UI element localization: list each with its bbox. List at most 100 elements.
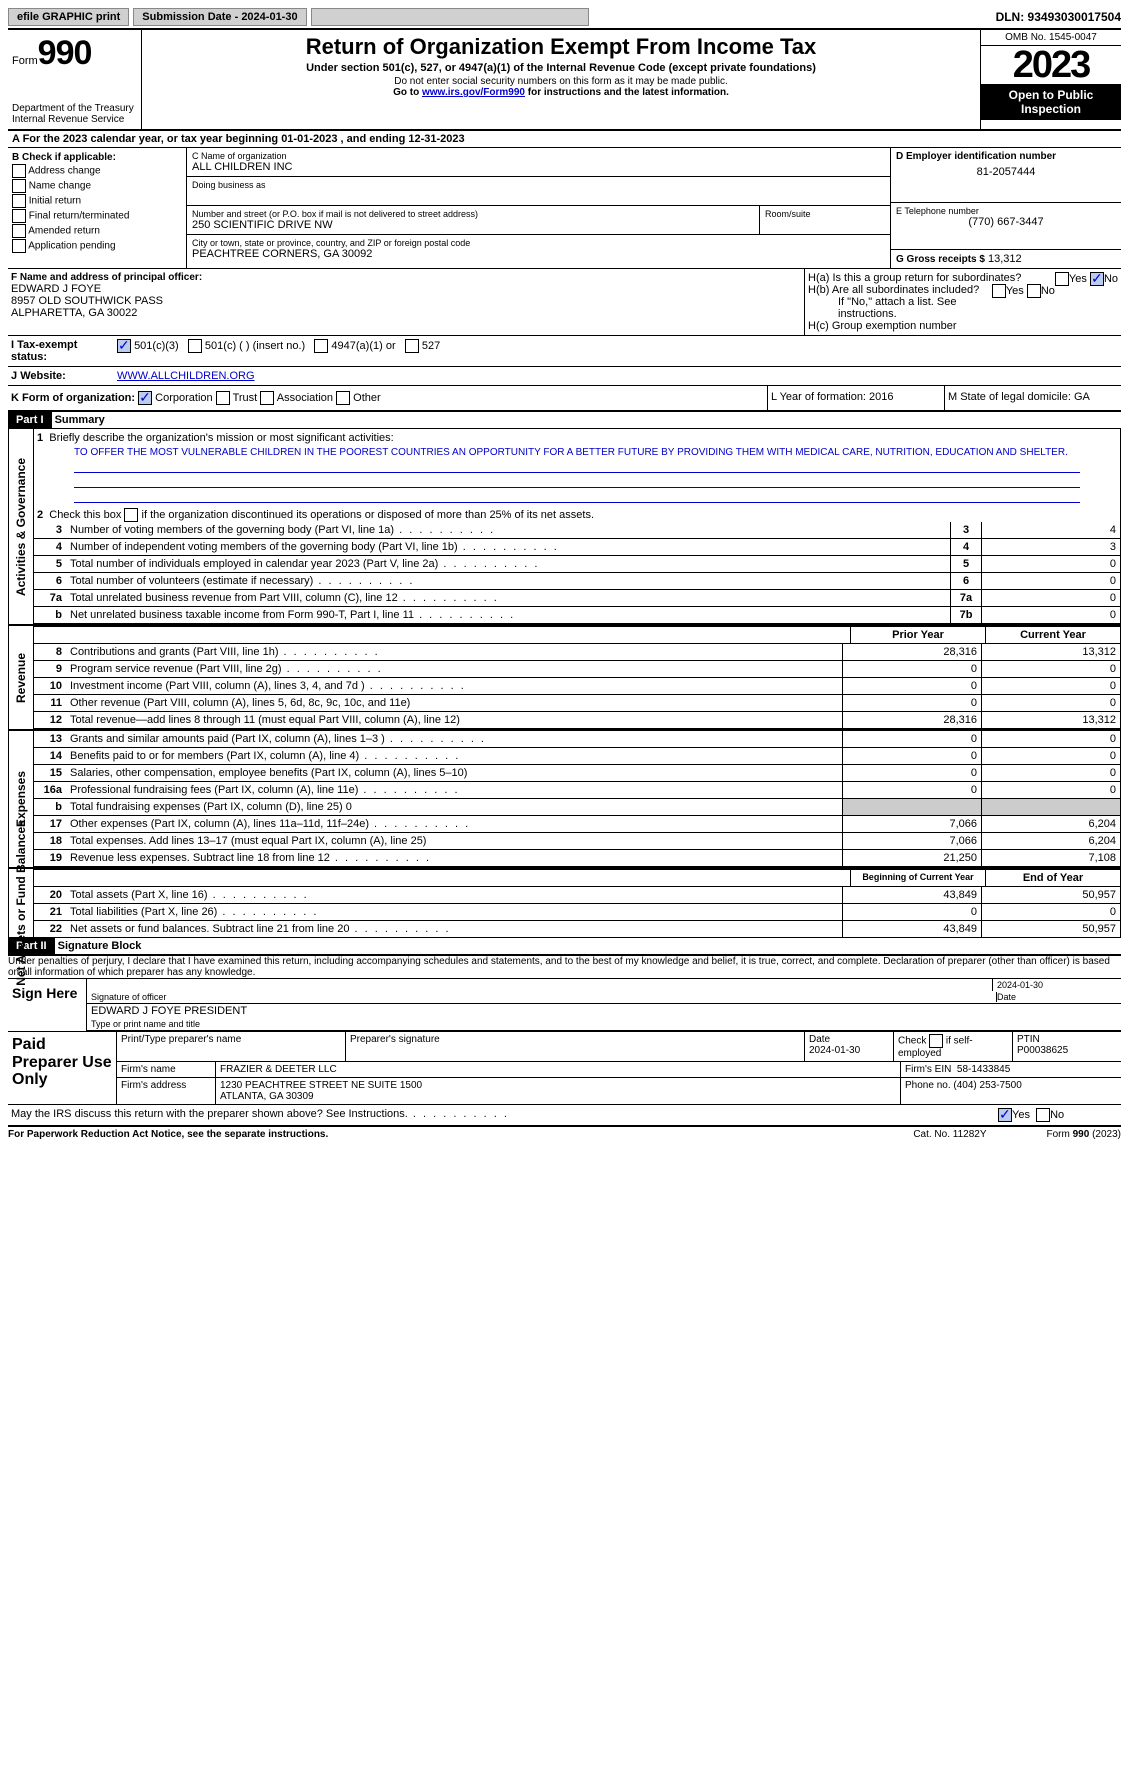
c16a: 0	[981, 782, 1120, 798]
form-header: Form990 Department of the Treasury Inter…	[8, 28, 1121, 131]
discuss-text: May the IRS discuss this return with the…	[11, 1108, 998, 1122]
l14: Benefits paid to or for members (Part IX…	[66, 748, 842, 764]
date-lbl: Date	[996, 992, 1117, 1002]
c21: 0	[981, 904, 1120, 920]
paid-preparer-label: Paid Preparer Use Only	[8, 1032, 116, 1104]
l16a: Professional fundraising fees (Part IX, …	[66, 782, 842, 798]
side-activities: Activities & Governance	[14, 457, 28, 595]
row-a-period: A For the 2023 calendar year, or tax yea…	[8, 131, 1121, 148]
section-net-assets: Net Assets or Fund Balances Beginning of…	[8, 869, 1121, 938]
mission-text: TO OFFER THE MOST VULNERABLE CHILDREN IN…	[34, 447, 1120, 458]
prep-date: 2024-01-30	[809, 1045, 860, 1056]
form-number: Form990	[12, 34, 137, 73]
l13: Grants and similar amounts paid (Part IX…	[66, 731, 842, 747]
officer-printed: EDWARD J FOYE PRESIDENT	[87, 1004, 1121, 1018]
phone-value: (770) 667-3447	[896, 216, 1116, 228]
col-c-org: C Name of organization ALL CHILDREN INC …	[187, 148, 890, 268]
cb-initial-return[interactable]: Initial return	[12, 194, 182, 208]
p16b-grey	[842, 799, 981, 815]
officer-addr2: ALPHARETTA, GA 30022	[11, 307, 801, 319]
p11: 0	[842, 695, 981, 711]
form-subtitle: Under section 501(c), 527, or 4947(a)(1)…	[146, 62, 976, 74]
v6: 0	[981, 573, 1120, 589]
org-name: ALL CHILDREN INC	[192, 161, 885, 173]
l1-text: Briefly describe the organization's miss…	[49, 432, 393, 444]
cb-amended-return[interactable]: Amended return	[12, 224, 182, 238]
v5: 0	[981, 556, 1120, 572]
p16a: 0	[842, 782, 981, 798]
sig-officer-lbl: Signature of officer	[91, 992, 996, 1002]
p12: 28,316	[842, 712, 981, 728]
col-prior: Prior Year	[850, 627, 985, 643]
p20: 43,849	[842, 887, 981, 903]
l-year: L Year of formation: 2016	[767, 386, 944, 410]
col-end: End of Year	[985, 870, 1120, 886]
p8: 28,316	[842, 644, 981, 660]
blank-button[interactable]	[311, 8, 589, 26]
firm-ein: 58-1433845	[957, 1064, 1010, 1075]
l8: Contributions and grants (Part VIII, lin…	[66, 644, 842, 660]
hb-note: If "No," attach a list. See instructions…	[808, 296, 1118, 320]
b-header: B Check if applicable:	[12, 152, 182, 163]
p17: 7,066	[842, 816, 981, 832]
firm-addr1: 1230 PEACHTREE STREET NE SUITE 1500	[220, 1080, 896, 1091]
dept-label: Department of the Treasury	[12, 103, 137, 114]
officer-name: EDWARD J FOYE	[11, 283, 801, 295]
v7b: 0	[981, 607, 1120, 623]
col-current: Current Year	[985, 627, 1120, 643]
c-name-label: C Name of organization	[192, 151, 885, 161]
cb-name-change[interactable]: Name change	[12, 179, 182, 193]
row-klm: K Form of organization: Corporation Trus…	[8, 386, 1121, 412]
c11: 0	[981, 695, 1120, 711]
f-label: F Name and address of principal officer:	[11, 272, 801, 283]
firm-addr2: ATLANTA, GA 30309	[220, 1091, 896, 1102]
website-link[interactable]: WWW.ALLCHILDREN.ORG	[117, 370, 255, 382]
efile-button[interactable]: efile GRAPHIC print	[8, 8, 129, 26]
sign-date: 2024-01-30	[992, 979, 1121, 991]
footer: For Paperwork Reduction Act Notice, see …	[8, 1125, 1121, 1140]
side-net-assets: Net Assets or Fund Balances	[14, 820, 28, 986]
l16b: Total fundraising expenses (Part IX, col…	[66, 799, 842, 815]
gross-value: 13,312	[988, 253, 1022, 265]
p14: 0	[842, 748, 981, 764]
row-j-website: J Website: WWW.ALLCHILDREN.ORG	[8, 367, 1121, 386]
irs-label: Internal Revenue Service	[12, 114, 137, 125]
row-i-tax-status: I Tax-exempt status: 501(c)(3) 501(c) ( …	[8, 336, 1121, 367]
p10: 0	[842, 678, 981, 694]
l7a: Total unrelated business revenue from Pa…	[66, 590, 950, 606]
p18: 7,066	[842, 833, 981, 849]
hc-row: H(c) Group exemption number	[808, 320, 1118, 332]
block-fgh: F Name and address of principal officer:…	[8, 269, 1121, 336]
room-label: Room/suite	[765, 209, 885, 219]
firm-lbl: Firm's name	[117, 1062, 216, 1077]
v7a: 0	[981, 590, 1120, 606]
l9: Program service revenue (Part VIII, line…	[66, 661, 842, 677]
l6: Total number of volunteers (estimate if …	[66, 573, 950, 589]
l3: Number of voting members of the governin…	[66, 522, 950, 538]
section-expenses: Expenses 13Grants and similar amounts pa…	[8, 731, 1121, 867]
l20: Total assets (Part X, line 16)	[66, 887, 842, 903]
pname-lbl: Print/Type preparer's name	[117, 1032, 346, 1061]
foot-left: For Paperwork Reduction Act Notice, see …	[8, 1129, 328, 1140]
foot-right: Form 990 (2023)	[1047, 1129, 1121, 1140]
p15: 0	[842, 765, 981, 781]
irs-link[interactable]: www.irs.gov/Form990	[422, 87, 525, 98]
v4: 3	[981, 539, 1120, 555]
phone-label: E Telephone number	[896, 206, 1116, 216]
submission-date-button[interactable]: Submission Date - 2024-01-30	[133, 8, 306, 26]
foot-cat: Cat. No. 11282Y	[913, 1129, 986, 1140]
cb-application-pending[interactable]: Application pending	[12, 239, 182, 253]
c14: 0	[981, 748, 1120, 764]
cb-address-change[interactable]: Address change	[12, 164, 182, 178]
col-begin: Beginning of Current Year	[850, 870, 985, 886]
part2-header: Part II Signature Block	[8, 938, 1121, 955]
c20: 50,957	[981, 887, 1120, 903]
l11: Other revenue (Part VIII, column (A), li…	[66, 695, 842, 711]
v3: 4	[981, 522, 1120, 538]
officer-addr1: 8957 OLD SOUTHWICK PASS	[11, 295, 801, 307]
ssn-note: Do not enter social security numbers on …	[146, 76, 976, 87]
block-bcd: B Check if applicable: Address change Na…	[8, 148, 1121, 269]
cb-final-return[interactable]: Final return/terminated	[12, 209, 182, 223]
l22: Net assets or fund balances. Subtract li…	[66, 921, 842, 937]
perjury-text: Under penalties of perjury, I declare th…	[8, 955, 1121, 978]
